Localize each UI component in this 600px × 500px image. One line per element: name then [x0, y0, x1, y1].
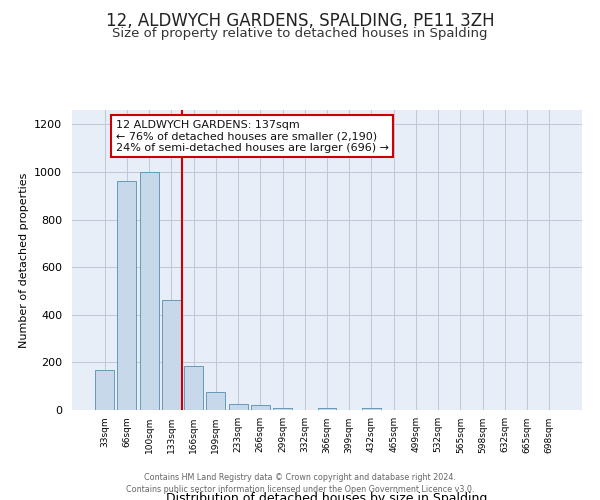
- Text: Contains public sector information licensed under the Open Government Licence v3: Contains public sector information licen…: [126, 485, 474, 494]
- Y-axis label: Number of detached properties: Number of detached properties: [19, 172, 29, 348]
- Bar: [251, 405, 270, 410]
- Bar: [162, 300, 181, 410]
- Text: 12, ALDWYCH GARDENS, SPALDING, PE11 3ZH: 12, ALDWYCH GARDENS, SPALDING, PE11 3ZH: [106, 12, 494, 30]
- Bar: [118, 182, 136, 410]
- Bar: [95, 370, 114, 410]
- Bar: [317, 408, 337, 410]
- Bar: [206, 392, 225, 410]
- Bar: [184, 366, 203, 410]
- Bar: [140, 172, 158, 410]
- Text: Size of property relative to detached houses in Spalding: Size of property relative to detached ho…: [112, 28, 488, 40]
- Bar: [362, 408, 381, 410]
- Bar: [229, 404, 248, 410]
- Text: Contains HM Land Registry data © Crown copyright and database right 2024.: Contains HM Land Registry data © Crown c…: [144, 472, 456, 482]
- Text: 12 ALDWYCH GARDENS: 137sqm
← 76% of detached houses are smaller (2,190)
24% of s: 12 ALDWYCH GARDENS: 137sqm ← 76% of deta…: [116, 120, 389, 152]
- X-axis label: Distribution of detached houses by size in Spalding: Distribution of detached houses by size …: [166, 492, 488, 500]
- Bar: [273, 408, 292, 410]
